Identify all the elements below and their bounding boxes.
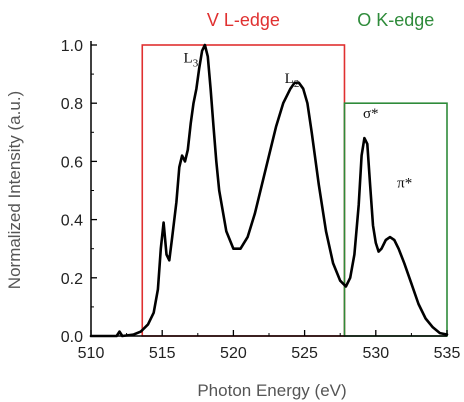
y-tick-label-5: 1.0 bbox=[61, 38, 83, 55]
x-tick-label-4: 530 bbox=[362, 345, 389, 362]
region-label-0: V L-edge bbox=[207, 10, 280, 30]
region-box-1 bbox=[343, 102, 448, 337]
data-layer bbox=[89, 43, 449, 338]
axes-layer: 510 515 520 525 530 535 0.0 0.2 0.4 0.6 0.8 1.0 bbox=[61, 38, 461, 362]
x-tick-label-3: 525 bbox=[291, 345, 318, 362]
y-tick-label-4: 0.8 bbox=[61, 96, 83, 113]
y-tick-label-3: 0.6 bbox=[61, 154, 83, 171]
series-line-0 bbox=[89, 43, 449, 338]
y-tick-label-0: 0.0 bbox=[61, 329, 83, 346]
region-box-0 bbox=[141, 44, 346, 337]
peak-label-2: σ* bbox=[363, 106, 379, 122]
x-tick-label-1: 515 bbox=[149, 345, 176, 362]
peak-label-3: π* bbox=[397, 176, 412, 192]
annotations-layer: L3 L2 σ* π* bbox=[184, 50, 413, 191]
x-tick-label-0: 510 bbox=[78, 345, 105, 362]
x-axis-title: Photon Energy (eV) bbox=[197, 381, 346, 400]
peak-label-1: L2 bbox=[285, 71, 300, 90]
x-tick-label-5: 535 bbox=[434, 345, 461, 362]
y-axis-title: Normalized Intensity (a.u.) bbox=[5, 91, 24, 289]
x-tick-label-2: 520 bbox=[220, 345, 247, 362]
region-label-1: O K-edge bbox=[357, 10, 434, 30]
y-tick-label-2: 0.4 bbox=[61, 213, 83, 230]
y-tick-label-1: 0.2 bbox=[61, 271, 83, 288]
peak-label-0: L3 bbox=[184, 50, 199, 69]
